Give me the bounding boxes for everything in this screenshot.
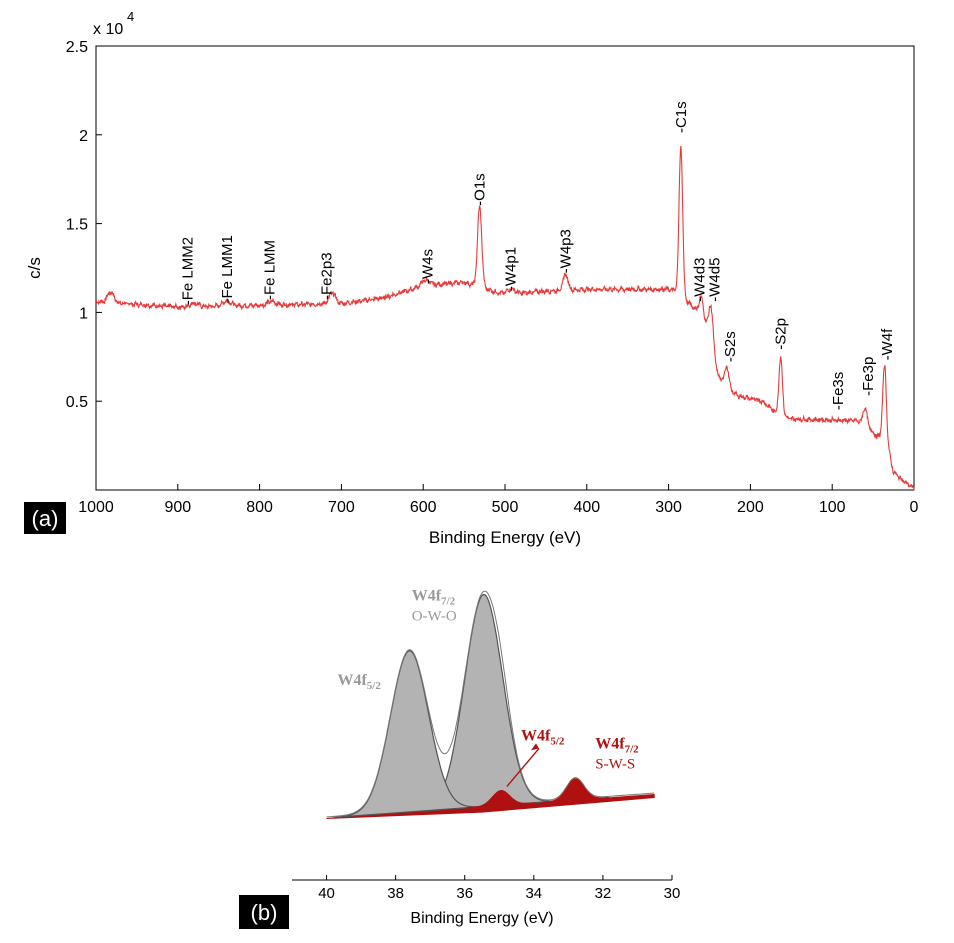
peak-label: -Fe LMM2 bbox=[180, 237, 197, 305]
x-tick-label: 200 bbox=[737, 499, 764, 516]
survey-series-line bbox=[95, 145, 915, 490]
y-ticks-a: 0.5 1 1.5 2 2.5 bbox=[66, 39, 102, 411]
x-tick-label: 900 bbox=[164, 499, 191, 516]
arrow-line bbox=[506, 747, 540, 787]
y-tick-label: 1 bbox=[79, 305, 88, 322]
x-axis-label-b: Binding Energy (eV) bbox=[410, 910, 553, 927]
peak-label: -Fe2p3 bbox=[319, 252, 336, 300]
x-ticks-a: 1000 900 800 700 600 500 400 300 200 100 0 bbox=[78, 484, 919, 516]
x-tick-label: 36 bbox=[456, 885, 473, 902]
x-ticks-b: 40 38 36 34 32 30 bbox=[318, 875, 680, 902]
panel-label-b: (b) bbox=[251, 900, 278, 925]
y-multiplier: x 10 bbox=[93, 21, 123, 38]
x-axis-label-a: Binding Energy (eV) bbox=[429, 528, 581, 547]
w4f-label: W4f5/2 bbox=[337, 672, 381, 692]
x-tick-label: 100 bbox=[819, 499, 846, 516]
y-tick-label: 0.5 bbox=[66, 394, 88, 411]
x-tick-label: 0 bbox=[910, 499, 919, 516]
w4f-label: W4f7/2 bbox=[412, 588, 456, 608]
peak-label: -W4d5 bbox=[706, 258, 723, 302]
x-tick-label: 400 bbox=[573, 499, 600, 516]
panel-label-a-box bbox=[24, 502, 66, 534]
x-tick-label: 600 bbox=[410, 499, 437, 516]
w4f-bond-label: S-W-S bbox=[595, 757, 635, 773]
peak-label: -Fe3p bbox=[860, 357, 877, 396]
w4f-detail-panel: 40 38 36 34 32 30 Binding Energy (eV) W4f7/2O… bbox=[239, 588, 680, 929]
y-tick-label: 2.5 bbox=[66, 39, 88, 56]
w4f-peak-area bbox=[540, 778, 610, 803]
envelope-line bbox=[326, 590, 654, 818]
x-tick-label: 30 bbox=[664, 885, 681, 902]
w4f-label: W4f7/2 bbox=[595, 736, 639, 756]
y-multiplier-exponent: 4 bbox=[127, 9, 134, 24]
x-tick-label: 38 bbox=[387, 885, 404, 902]
panel-label-b-box bbox=[239, 895, 289, 929]
peak-label: -C1s bbox=[673, 101, 690, 133]
x-tick-label: 32 bbox=[595, 885, 612, 902]
peak-label: -Fe LMM1 bbox=[219, 235, 236, 303]
y-tick-label: 2 bbox=[79, 128, 88, 145]
w4f-bond-label: O-W-O bbox=[412, 609, 457, 625]
arrow-head bbox=[531, 743, 539, 751]
w4f-peak-area bbox=[466, 790, 535, 809]
w4f-peak-area bbox=[333, 650, 485, 818]
peak-label: -W4f bbox=[879, 328, 896, 360]
peak-label: -S2s bbox=[722, 331, 739, 362]
w4f-label: W4f5/2 bbox=[521, 727, 565, 747]
x-tick-label: 40 bbox=[318, 885, 335, 902]
peak-label: -Fe LMM bbox=[261, 240, 278, 300]
peak-label: -W4p1 bbox=[503, 247, 520, 291]
survey-spectrum-panel: x 10 4 0.511.522.5 1000 900 800 700 600 500 40… bbox=[24, 9, 919, 547]
peak-label: -W4p3 bbox=[558, 229, 575, 273]
x-tick-label: 700 bbox=[328, 499, 355, 516]
peak-label: -S2p bbox=[773, 318, 790, 350]
y-tick-label: 1.5 bbox=[66, 217, 88, 234]
x-tick-label: 34 bbox=[525, 885, 542, 902]
x-tick-label: 500 bbox=[492, 499, 519, 516]
peak-label: -Fe3s bbox=[830, 372, 847, 410]
y-axis-label-a: c/s bbox=[25, 257, 44, 279]
x-tick-label: 800 bbox=[246, 499, 273, 516]
peak-label: -W4d3 bbox=[692, 258, 709, 302]
peak-label: -O1s bbox=[472, 173, 489, 206]
x-tick-label: 300 bbox=[655, 499, 682, 516]
panel-label-a: (a) bbox=[32, 506, 59, 531]
peak-labels: -Fe LMM2 -Fe LMM1 -Fe LMM -Fe2p3 -W4s -O1s -W4… bbox=[180, 101, 896, 410]
w4f-fit-areas bbox=[326, 590, 655, 819]
peak-label: -W4s bbox=[419, 249, 436, 284]
x-tick-label: 1000 bbox=[78, 499, 114, 516]
